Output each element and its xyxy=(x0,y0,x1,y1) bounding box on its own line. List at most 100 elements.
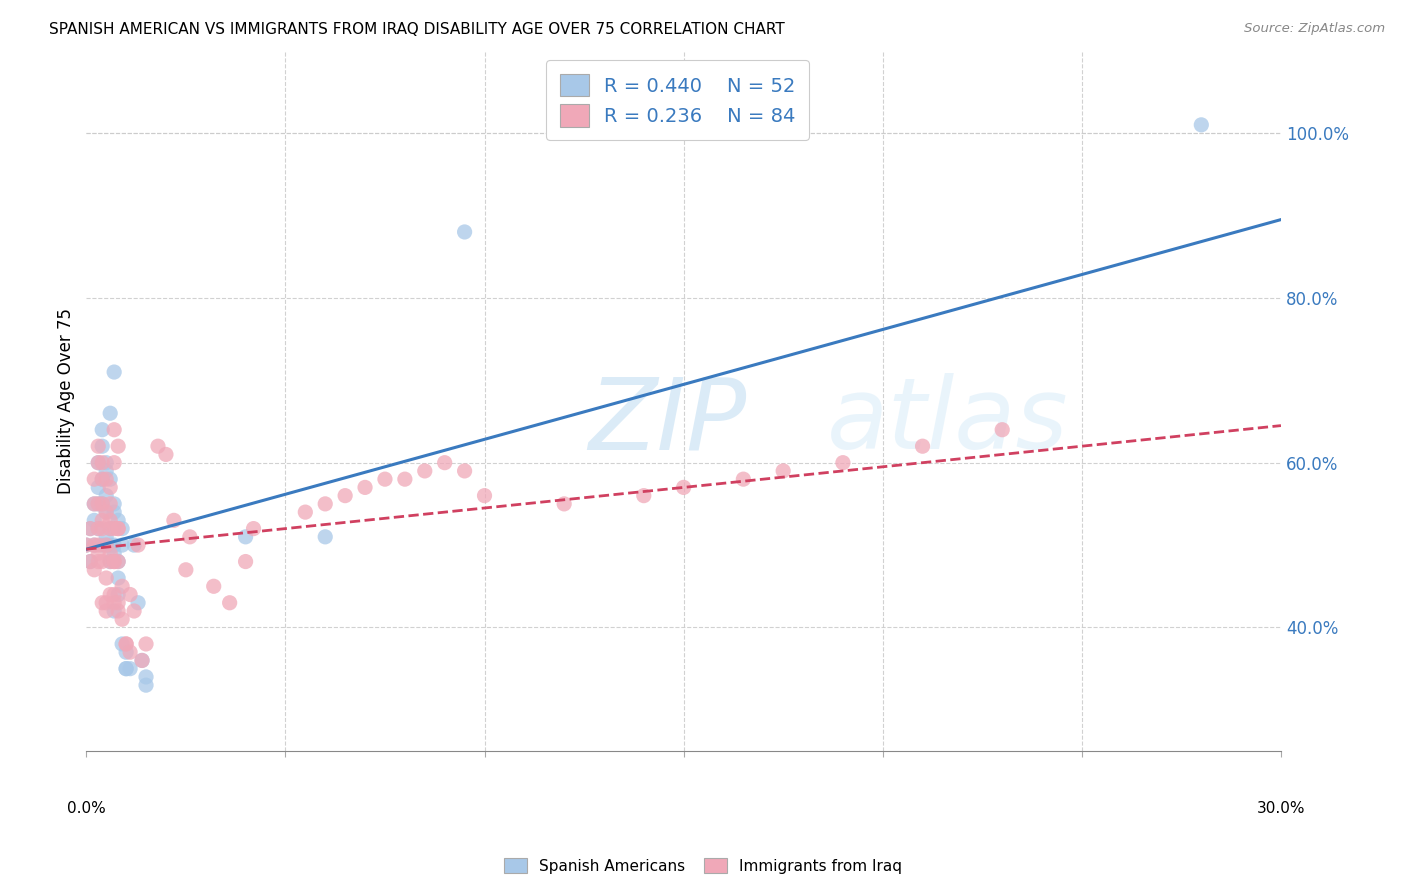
Point xyxy=(83,497,105,511)
Point xyxy=(98,546,121,560)
Point xyxy=(474,489,496,503)
Point xyxy=(87,546,110,560)
Point xyxy=(179,530,201,544)
Point xyxy=(96,472,118,486)
Point xyxy=(111,579,134,593)
Point xyxy=(413,464,436,478)
Point xyxy=(83,563,105,577)
Point xyxy=(115,662,138,676)
Point xyxy=(103,596,125,610)
Point xyxy=(75,538,97,552)
Point xyxy=(107,439,129,453)
Point xyxy=(120,662,142,676)
Point xyxy=(79,555,101,569)
Point xyxy=(242,522,264,536)
Point xyxy=(83,538,105,552)
Point xyxy=(122,538,145,552)
Point xyxy=(98,555,121,569)
Point xyxy=(96,464,118,478)
Point xyxy=(394,472,416,486)
Point xyxy=(79,522,101,536)
Point xyxy=(135,637,157,651)
Point xyxy=(83,538,105,552)
Point xyxy=(103,546,125,560)
Text: Source: ZipAtlas.com: Source: ZipAtlas.com xyxy=(1244,22,1385,36)
Point xyxy=(314,497,336,511)
Legend: R = 0.440    N = 52, R = 0.236    N = 84: R = 0.440 N = 52, R = 0.236 N = 84 xyxy=(546,61,810,140)
Point xyxy=(98,587,121,601)
Point xyxy=(103,522,125,536)
Point xyxy=(155,447,177,461)
Point xyxy=(79,555,101,569)
Point xyxy=(103,497,125,511)
Point xyxy=(87,456,110,470)
Point xyxy=(111,637,134,651)
Point xyxy=(87,456,110,470)
Point xyxy=(103,555,125,569)
Point xyxy=(103,555,125,569)
Point xyxy=(91,555,114,569)
Point xyxy=(115,637,138,651)
Point xyxy=(91,423,114,437)
Point xyxy=(96,505,118,519)
Point xyxy=(772,464,794,478)
Point xyxy=(131,653,153,667)
Point xyxy=(127,596,149,610)
Point xyxy=(83,513,105,527)
Y-axis label: Disability Age Over 75: Disability Age Over 75 xyxy=(58,308,75,494)
Point xyxy=(98,513,121,527)
Point xyxy=(91,596,114,610)
Point xyxy=(96,604,118,618)
Point xyxy=(87,439,110,453)
Text: atlas: atlas xyxy=(827,374,1069,470)
Point xyxy=(135,670,157,684)
Point xyxy=(374,472,396,486)
Point xyxy=(103,604,125,618)
Point xyxy=(107,571,129,585)
Text: 0.0%: 0.0% xyxy=(67,800,105,815)
Point xyxy=(96,538,118,552)
Point xyxy=(911,439,934,453)
Point xyxy=(235,530,257,544)
Point xyxy=(218,596,240,610)
Point xyxy=(163,513,186,527)
Point xyxy=(83,497,105,511)
Text: SPANISH AMERICAN VS IMMIGRANTS FROM IRAQ DISABILITY AGE OVER 75 CORRELATION CHAR: SPANISH AMERICAN VS IMMIGRANTS FROM IRAQ… xyxy=(49,22,785,37)
Point xyxy=(96,456,118,470)
Point xyxy=(107,555,129,569)
Point xyxy=(453,225,475,239)
Point xyxy=(96,505,118,519)
Point xyxy=(98,538,121,552)
Point xyxy=(120,645,142,659)
Point xyxy=(91,538,114,552)
Point xyxy=(111,612,134,626)
Point xyxy=(174,563,197,577)
Point xyxy=(115,662,138,676)
Point xyxy=(91,456,114,470)
Point xyxy=(107,604,129,618)
Point xyxy=(103,505,125,519)
Point xyxy=(453,464,475,478)
Point xyxy=(107,522,129,536)
Point xyxy=(354,480,377,494)
Point xyxy=(103,538,125,552)
Point xyxy=(75,538,97,552)
Point xyxy=(733,472,755,486)
Point xyxy=(832,456,855,470)
Point xyxy=(633,489,655,503)
Point xyxy=(91,497,114,511)
Point xyxy=(107,596,129,610)
Point xyxy=(91,472,114,486)
Point xyxy=(314,530,336,544)
Point xyxy=(122,604,145,618)
Point xyxy=(87,497,110,511)
Point xyxy=(96,596,118,610)
Point xyxy=(98,406,121,420)
Point xyxy=(294,505,316,519)
Point xyxy=(103,587,125,601)
Point xyxy=(91,522,114,536)
Point xyxy=(120,587,142,601)
Point xyxy=(91,472,114,486)
Point xyxy=(146,439,169,453)
Point xyxy=(103,423,125,437)
